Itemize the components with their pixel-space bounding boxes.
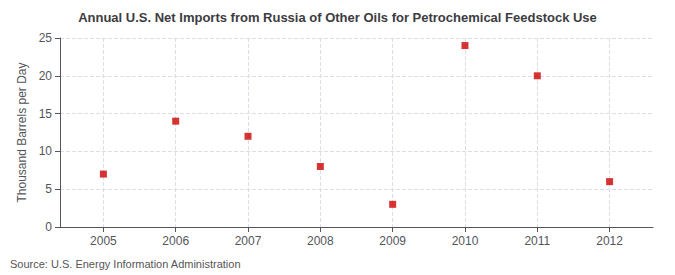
svg-text:5: 5 <box>45 182 52 196</box>
svg-text:Thousand Barrels per Day: Thousand Barrels per Day <box>15 62 29 202</box>
svg-text:Source: U.S. Energy Informatio: Source: U.S. Energy Information Administ… <box>10 258 241 270</box>
svg-text:10: 10 <box>39 144 53 158</box>
svg-text:0: 0 <box>45 220 52 234</box>
svg-text:15: 15 <box>39 107 53 121</box>
svg-text:20: 20 <box>39 69 53 83</box>
svg-text:2007: 2007 <box>235 234 262 248</box>
svg-text:Annual U.S. Net Imports from R: Annual U.S. Net Imports from Russia of O… <box>78 10 597 25</box>
svg-text:2011: 2011 <box>524 234 550 248</box>
svg-text:2008: 2008 <box>307 234 334 248</box>
svg-text:2010: 2010 <box>452 234 479 248</box>
svg-text:2009: 2009 <box>379 234 406 248</box>
svg-text:2006: 2006 <box>162 234 189 248</box>
svg-text:2005: 2005 <box>90 234 117 248</box>
svg-text:2012: 2012 <box>596 234 623 248</box>
svg-text:25: 25 <box>39 31 53 45</box>
